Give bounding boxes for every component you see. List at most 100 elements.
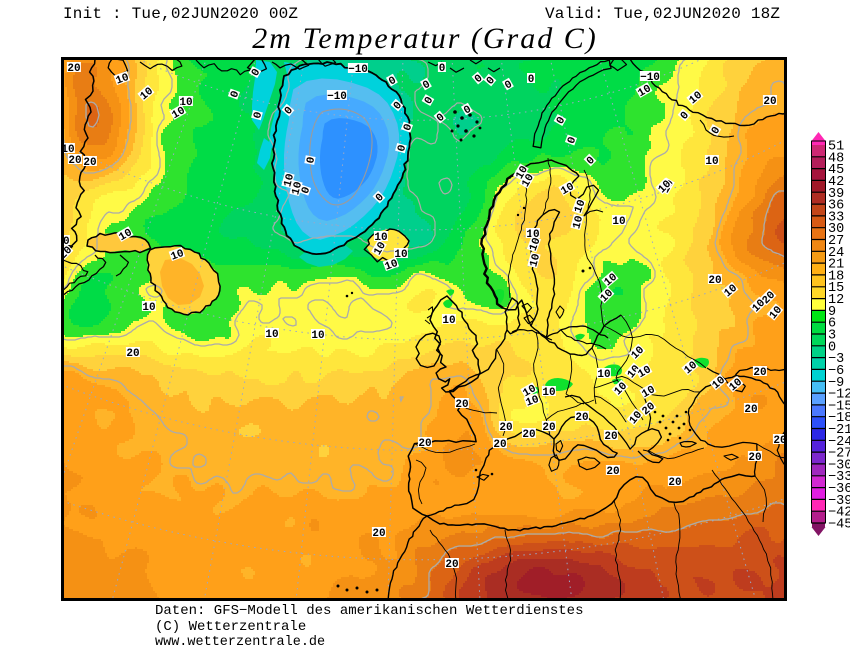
svg-text:0: 0 bbox=[396, 144, 409, 153]
svg-text:−6: −6 bbox=[828, 364, 844, 379]
svg-text:10: 10 bbox=[573, 198, 589, 215]
svg-text:10: 10 bbox=[542, 387, 555, 399]
svg-text:0: 0 bbox=[710, 125, 724, 137]
svg-text:20: 20 bbox=[744, 404, 757, 416]
svg-text:20: 20 bbox=[445, 559, 458, 571]
svg-text:0: 0 bbox=[252, 111, 265, 120]
svg-text:−12: −12 bbox=[828, 388, 850, 403]
svg-text:10: 10 bbox=[290, 181, 305, 197]
svg-text:9: 9 bbox=[828, 305, 836, 320]
svg-text:0: 0 bbox=[250, 67, 264, 79]
svg-text:51: 51 bbox=[828, 140, 844, 155]
svg-text:45: 45 bbox=[828, 163, 844, 178]
svg-text:0: 0 bbox=[402, 122, 416, 132]
svg-text:20: 20 bbox=[542, 422, 555, 434]
svg-text:20: 20 bbox=[83, 157, 96, 169]
svg-text:20: 20 bbox=[668, 477, 681, 489]
svg-text:20: 20 bbox=[126, 348, 139, 360]
svg-text:10: 10 bbox=[372, 240, 389, 257]
svg-text:39: 39 bbox=[828, 187, 844, 202]
svg-text:20: 20 bbox=[575, 412, 588, 424]
svg-text:27: 27 bbox=[828, 234, 844, 249]
svg-text:20: 20 bbox=[604, 431, 617, 443]
svg-text:20: 20 bbox=[522, 429, 535, 441]
svg-text:0: 0 bbox=[828, 340, 836, 355]
svg-text:18: 18 bbox=[828, 269, 844, 284]
svg-text:−33: −33 bbox=[828, 470, 850, 485]
svg-text:−24: −24 bbox=[828, 435, 850, 450]
svg-text:10: 10 bbox=[114, 72, 131, 88]
svg-text:0: 0 bbox=[387, 75, 399, 89]
svg-text:20: 20 bbox=[372, 528, 385, 540]
svg-text:0: 0 bbox=[528, 74, 535, 86]
svg-text:10: 10 bbox=[383, 258, 400, 274]
svg-text:−21: −21 bbox=[828, 423, 850, 438]
svg-text:10: 10 bbox=[169, 248, 186, 264]
svg-text:−42: −42 bbox=[828, 506, 850, 521]
svg-text:−10: −10 bbox=[640, 72, 660, 84]
svg-text:−36: −36 bbox=[828, 482, 850, 497]
svg-text:20: 20 bbox=[708, 275, 721, 287]
svg-text:10: 10 bbox=[597, 369, 610, 381]
svg-text:20: 20 bbox=[753, 367, 766, 379]
svg-text:0: 0 bbox=[566, 135, 580, 145]
svg-text:0: 0 bbox=[423, 95, 437, 107]
svg-text:−3: −3 bbox=[828, 352, 844, 367]
svg-text:0: 0 bbox=[305, 156, 318, 165]
svg-text:0: 0 bbox=[555, 115, 569, 127]
svg-text:20: 20 bbox=[493, 439, 506, 451]
svg-text:24: 24 bbox=[828, 246, 844, 261]
svg-text:20: 20 bbox=[68, 155, 81, 167]
svg-text:10: 10 bbox=[524, 394, 541, 410]
svg-text:−39: −39 bbox=[828, 494, 850, 509]
svg-text:0: 0 bbox=[439, 63, 446, 75]
svg-text:10: 10 bbox=[528, 253, 543, 269]
svg-text:10: 10 bbox=[521, 383, 538, 400]
svg-text:10: 10 bbox=[636, 83, 653, 100]
svg-text:42: 42 bbox=[828, 175, 844, 190]
svg-text:10: 10 bbox=[559, 181, 576, 198]
svg-text:20: 20 bbox=[606, 466, 619, 478]
svg-text:10: 10 bbox=[612, 216, 625, 228]
svg-text:20: 20 bbox=[763, 96, 776, 108]
svg-text:−18: −18 bbox=[828, 411, 850, 426]
svg-text:10: 10 bbox=[528, 236, 544, 253]
svg-text:10: 10 bbox=[640, 384, 657, 401]
svg-text:10: 10 bbox=[61, 144, 74, 156]
svg-text:15: 15 bbox=[828, 281, 844, 296]
svg-text:10: 10 bbox=[142, 302, 155, 314]
svg-text:0: 0 bbox=[421, 79, 433, 93]
svg-text:30: 30 bbox=[828, 222, 844, 237]
svg-text:21: 21 bbox=[828, 258, 844, 273]
svg-text:20: 20 bbox=[499, 422, 512, 434]
svg-text:0: 0 bbox=[462, 104, 474, 118]
svg-text:6: 6 bbox=[828, 317, 836, 332]
svg-text:10: 10 bbox=[520, 172, 537, 189]
svg-text:48: 48 bbox=[828, 151, 844, 166]
svg-text:0: 0 bbox=[503, 79, 515, 93]
svg-text:−9: −9 bbox=[828, 376, 844, 391]
svg-text:20: 20 bbox=[455, 399, 468, 411]
svg-text:20: 20 bbox=[418, 438, 431, 450]
svg-text:10: 10 bbox=[442, 315, 455, 327]
svg-text:10: 10 bbox=[705, 156, 718, 168]
svg-text:20: 20 bbox=[67, 63, 80, 75]
svg-text:10: 10 bbox=[311, 330, 324, 342]
svg-text:33: 33 bbox=[828, 210, 844, 225]
svg-text:−15: −15 bbox=[828, 399, 850, 414]
svg-text:20: 20 bbox=[773, 435, 786, 447]
svg-text:10: 10 bbox=[179, 97, 192, 109]
svg-text:0: 0 bbox=[229, 89, 243, 99]
svg-text:10: 10 bbox=[170, 105, 187, 122]
svg-text:20: 20 bbox=[748, 452, 761, 464]
svg-text:0: 0 bbox=[300, 185, 314, 195]
svg-text:10: 10 bbox=[636, 364, 653, 381]
svg-text:12: 12 bbox=[828, 293, 844, 308]
svg-text:10: 10 bbox=[571, 215, 586, 231]
svg-text:−30: −30 bbox=[828, 458, 850, 473]
svg-text:−10: −10 bbox=[327, 91, 347, 103]
svg-text:36: 36 bbox=[828, 199, 844, 214]
svg-text:10: 10 bbox=[117, 227, 134, 244]
svg-text:3: 3 bbox=[828, 329, 836, 344]
svg-text:10: 10 bbox=[394, 249, 407, 261]
